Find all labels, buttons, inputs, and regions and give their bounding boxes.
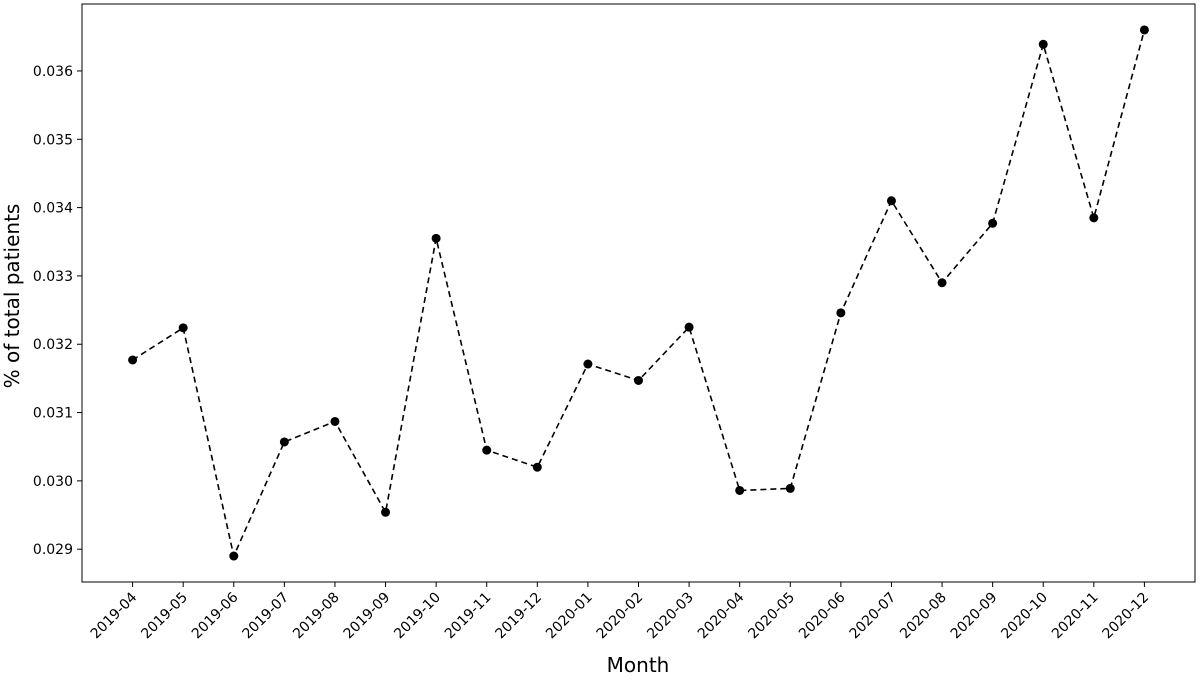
x-tick-label: 2019-10	[391, 590, 444, 643]
data-line	[132, 29, 1146, 559]
x-tick-label: 2019-06	[189, 589, 242, 642]
data-point	[381, 507, 391, 517]
y-tick-label: 0.035	[33, 132, 73, 148]
x-tick-label: 2020-09	[948, 590, 1001, 643]
data-point	[735, 485, 745, 495]
x-tick-label: 2020-10	[998, 590, 1051, 643]
data-point	[886, 196, 896, 206]
data-point	[330, 416, 340, 426]
y-tick-label: 0.030	[33, 474, 73, 490]
x-tick-label: 2020-12	[1100, 590, 1153, 643]
x-tick-label: 2020-01	[543, 590, 596, 643]
data-point	[482, 445, 492, 455]
x-axis-label: Month	[607, 653, 670, 677]
x-tick-label: 2020-08	[897, 590, 950, 643]
data-point	[583, 359, 593, 369]
data-point	[279, 437, 289, 447]
x-tick-label: 2020-07	[847, 590, 900, 643]
x-tick-label: 2019-04	[88, 589, 141, 642]
x-tick-label: 2020-03	[644, 590, 697, 643]
y-axis-label: % of total patients	[0, 204, 24, 389]
data-point	[532, 462, 542, 472]
data-point	[1089, 213, 1099, 223]
x-tick-label: 2020-06	[796, 589, 849, 642]
x-tick-label: 2019-12	[492, 590, 545, 643]
data-point	[229, 551, 239, 561]
y-tick-label: 0.031	[33, 406, 73, 422]
x-tick-label: 2020-04	[695, 589, 748, 642]
x-tick-label: 2020-05	[745, 590, 798, 643]
y-tick-label: 0.033	[33, 269, 73, 285]
data-point	[178, 323, 188, 333]
x-tick-label: 2019-07	[240, 590, 293, 643]
y-tick-label: 0.029	[33, 542, 73, 558]
plot-frame	[81, 3, 1196, 583]
x-tick-label: 2020-11	[1049, 590, 1102, 643]
data-point	[431, 233, 441, 243]
data-point	[128, 355, 138, 365]
y-tick-label: 0.036	[33, 64, 73, 80]
x-tick-label: 2019-09	[341, 590, 394, 643]
data-point	[684, 322, 694, 332]
x-tick-label: 2019-08	[290, 590, 343, 643]
x-tick-label: 2019-11	[442, 590, 495, 643]
x-tick-label: 2019-05	[138, 590, 191, 643]
x-tick-label: 2020-02	[594, 590, 647, 643]
data-point	[785, 483, 795, 493]
data-point	[634, 375, 643, 385]
y-tick-label: 0.032	[33, 337, 73, 353]
y-tick-label: 0.034	[33, 201, 73, 217]
data-point	[836, 308, 846, 318]
data-point	[937, 278, 947, 288]
data-point	[1139, 25, 1149, 35]
data-point	[1038, 39, 1048, 49]
data-point	[988, 218, 998, 228]
